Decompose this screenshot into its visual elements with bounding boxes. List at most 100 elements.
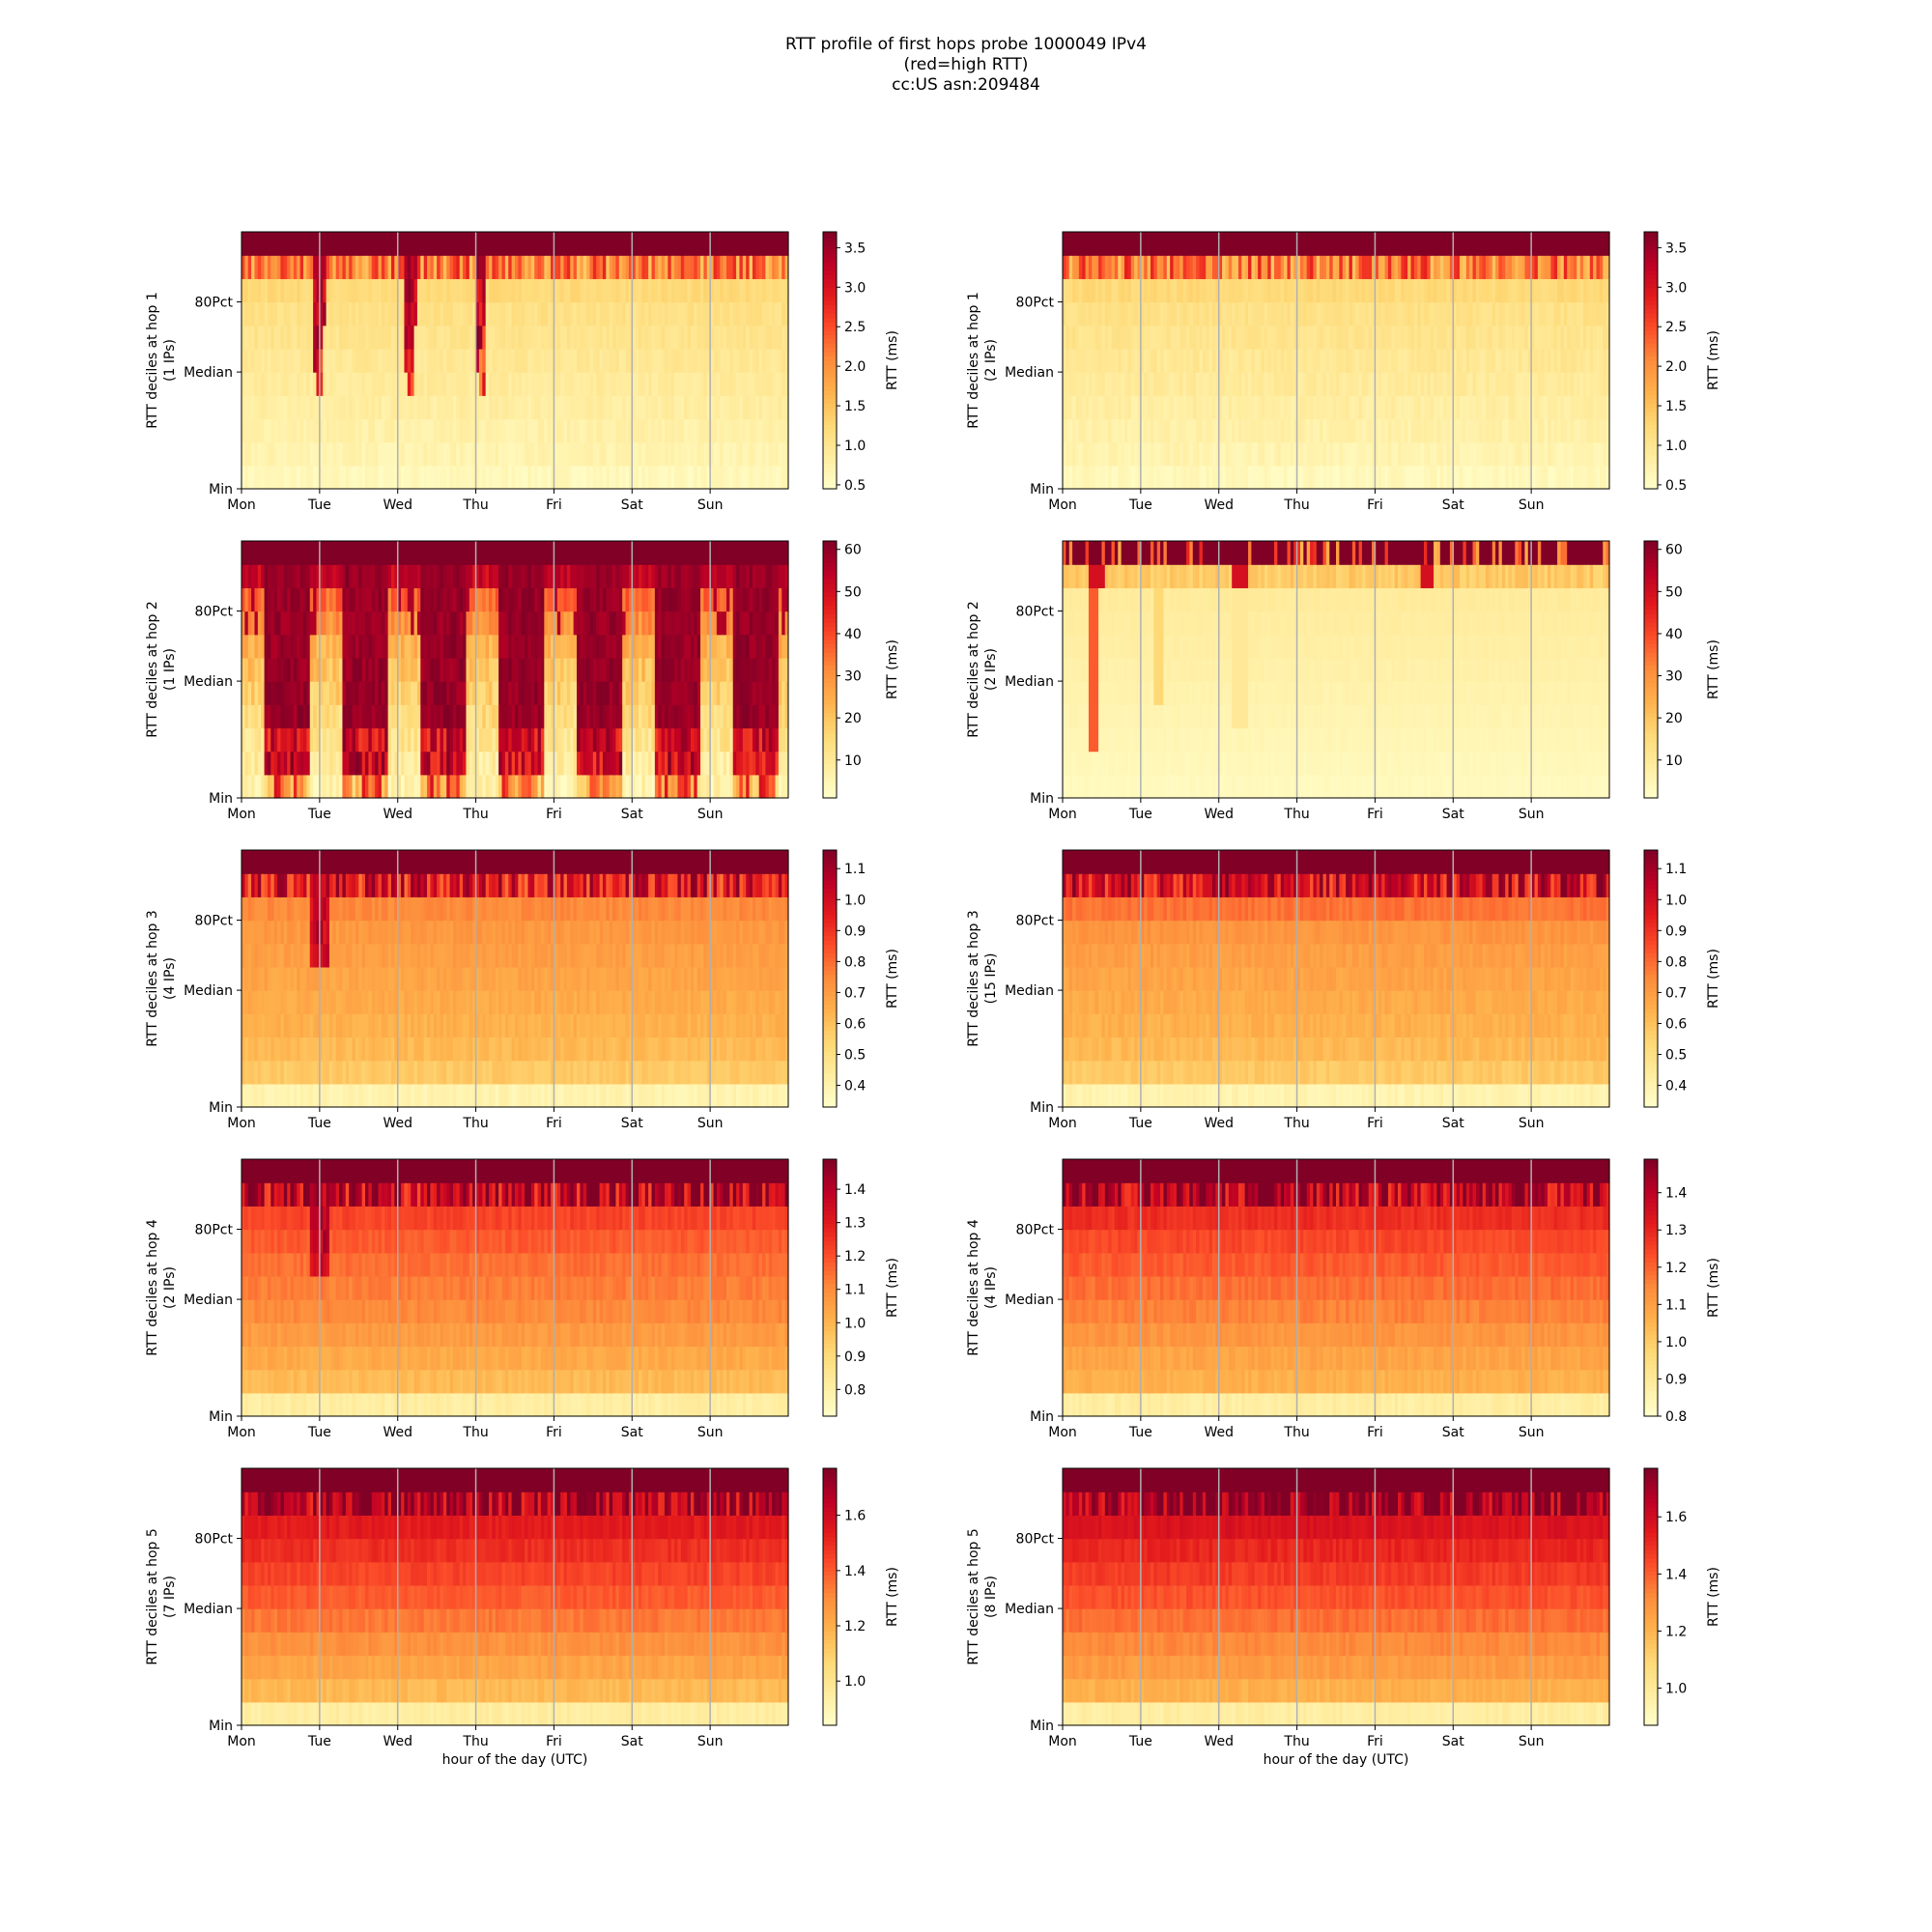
colorbar-segment <box>823 441 837 446</box>
colorbar-tick-label: 1.0 <box>1665 439 1687 454</box>
colorbar-segment <box>1644 352 1658 356</box>
colorbar-segment <box>1644 364 1658 369</box>
colorbar-segment <box>823 450 837 455</box>
colorbar-segment <box>1644 412 1658 416</box>
colorbar-segment <box>823 386 837 391</box>
colorbar-segment <box>1644 313 1658 318</box>
colorbar-segment <box>823 416 837 421</box>
colorbar-segment <box>823 292 837 297</box>
colorbar-tick-label: 1.5 <box>1665 399 1687 414</box>
colorbar-segment <box>823 330 837 335</box>
colorbar-segment <box>823 244 837 249</box>
colorbar-segment <box>1644 450 1658 455</box>
colorbar-segment <box>1644 330 1658 335</box>
colorbar-segment <box>823 270 837 275</box>
colorbar-segment <box>1644 446 1658 451</box>
colorbar-segment <box>1644 258 1658 263</box>
y-axis-label: RTT deciles at hop 1 <box>145 292 160 429</box>
colorbar-segment <box>823 412 837 416</box>
colorbar-segment <box>823 399 837 404</box>
colorbar-segment <box>1644 318 1658 323</box>
colorbar-segment <box>1644 394 1658 399</box>
x-tick-label: Thu <box>462 497 488 513</box>
x-tick-label: Sat <box>1442 497 1464 513</box>
colorbar-segment <box>1644 390 1658 395</box>
colorbar-segment <box>1644 416 1658 421</box>
colorbar-segment <box>823 394 837 399</box>
x-tick-label: Mon <box>227 497 256 513</box>
colorbar-segment <box>1644 386 1658 391</box>
colorbar-segment <box>1644 343 1658 348</box>
colorbar-tick-label: 3.5 <box>844 241 866 256</box>
colorbar-segment <box>1644 455 1658 460</box>
x-tick-label: Sat <box>621 497 643 513</box>
colorbar-tick-label: 2.0 <box>844 359 866 375</box>
colorbar-tick-label: 2.0 <box>1665 359 1687 375</box>
colorbar-segment <box>823 241 837 245</box>
colorbar-tick-label: 3.0 <box>1665 280 1687 296</box>
colorbar-segment <box>1644 334 1658 339</box>
x-tick-label: Thu <box>1283 497 1309 513</box>
colorbar-segment <box>823 300 837 305</box>
colorbar-segment <box>823 236 837 241</box>
x-tick-label: Tue <box>307 497 331 513</box>
colorbar-segment <box>823 348 837 353</box>
y-axis-ips-label: (2 IPs) <box>983 339 999 382</box>
colorbar-segment <box>1644 339 1658 344</box>
colorbar-segment <box>823 429 837 434</box>
colorbar-segment <box>1644 236 1658 241</box>
colorbar-segment <box>823 334 837 339</box>
y-tick-label: Median <box>1005 365 1054 381</box>
colorbar-segment <box>823 463 837 468</box>
colorbar-segment <box>1644 283 1658 288</box>
colorbar-segment <box>1644 429 1658 434</box>
y-axis-label: RTT deciles at hop 1 <box>966 292 981 429</box>
colorbar-segment <box>823 433 837 438</box>
colorbar-segment <box>823 262 837 267</box>
colorbar-segment <box>823 378 837 383</box>
colorbar-segment <box>823 382 837 386</box>
colorbar-segment <box>1644 270 1658 275</box>
colorbar-segment <box>823 258 837 263</box>
colorbar-segment <box>823 297 837 301</box>
colorbar-segment <box>1644 425 1658 430</box>
colorbar-segment <box>1644 253 1658 258</box>
colorbar-segment <box>823 446 837 451</box>
colorbar-segment <box>823 476 837 481</box>
colorbar-segment <box>1644 304 1658 309</box>
colorbar-segment <box>823 309 837 314</box>
colorbar-segment <box>823 480 837 485</box>
colorbar-segment <box>823 390 837 395</box>
y-tick-label: Min <box>1030 482 1054 497</box>
colorbar-segment <box>823 232 837 237</box>
colorbar-segment <box>1644 463 1658 468</box>
colorbar-segment <box>1644 360 1658 365</box>
colorbar-segment <box>1644 480 1658 485</box>
colorbar-segment <box>1644 309 1658 314</box>
x-tick-label: Sun <box>1519 497 1545 513</box>
colorbar-tick-label: 2.5 <box>1665 320 1687 335</box>
colorbar-segment <box>823 403 837 408</box>
colorbar-segment <box>1644 292 1658 297</box>
colorbar-segment <box>1644 279 1658 284</box>
y-tick-label: 80Pct <box>195 296 234 311</box>
x-tick-label: Fri <box>546 497 562 513</box>
x-tick-label: Mon <box>1048 497 1077 513</box>
colorbar-segment <box>823 352 837 356</box>
colorbar-segment <box>1644 459 1658 464</box>
colorbar-segment <box>823 438 837 442</box>
colorbar-segment <box>823 360 837 365</box>
colorbar-tick-label: 2.5 <box>844 320 866 335</box>
colorbar-segment <box>823 304 837 309</box>
colorbar-segment <box>823 279 837 284</box>
colorbar-segment <box>1644 262 1658 267</box>
colorbar-segment <box>1644 468 1658 472</box>
colorbar-segment <box>823 420 837 425</box>
colorbar-segment <box>823 274 837 279</box>
colorbar-tick-label: 3.5 <box>1665 241 1687 256</box>
colorbar-segment <box>1644 266 1658 270</box>
